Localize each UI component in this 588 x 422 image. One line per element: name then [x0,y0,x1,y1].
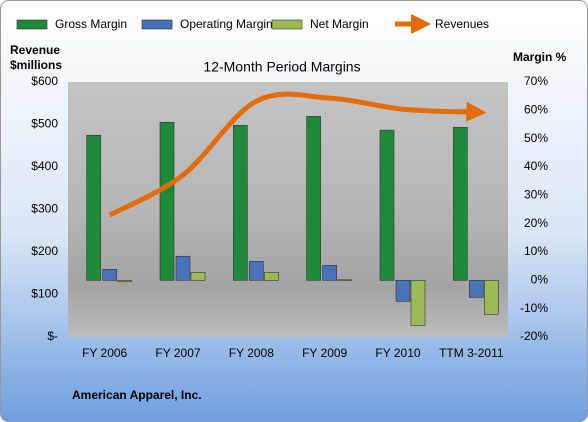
bar [102,268,117,281]
y-tick-label: $400 [31,159,58,173]
y2-tick-label: 20% [524,216,548,230]
bar [117,280,132,283]
bar [379,129,395,281]
y2-tick-label: 60% [524,103,548,117]
y-tick-label: $200 [31,244,58,258]
y2-tick-label: -10% [520,301,548,315]
y2-tick-label: 10% [524,244,548,258]
legend-label: Gross Margin [55,17,127,31]
y-tick-label: $- [47,329,58,343]
y2-axis-title: Margin % [513,50,567,64]
y-tick-label: $600 [31,74,58,88]
y2-tick-label: -20% [520,329,548,343]
y-axis-title: $millions [10,58,62,72]
bar [86,134,101,281]
y-axis-title: Revenue [10,43,60,57]
y2-tick-label: 30% [524,188,548,202]
bar [159,121,175,281]
bar [249,261,264,281]
bar [175,255,191,281]
y-tick-label: $100 [31,287,58,301]
legend-label: Net Margin [310,17,369,31]
y2-tick-label: 50% [524,131,548,145]
legend-swatch [141,19,173,30]
legend-label: Revenues [435,17,489,31]
bar [233,125,248,281]
footer: American Apparel, Inc. [72,388,202,402]
bar [190,272,206,281]
plot-area [68,82,508,337]
x-tick-label: FY 2007 [155,346,200,360]
y2-tick-label: 70% [524,74,548,88]
bar [322,265,337,281]
y-tick-label: $500 [31,117,58,131]
x-tick-label: FY 2006 [82,346,127,360]
y2-tick-label: 40% [524,159,548,173]
legend-swatch [271,19,303,30]
x-tick-label: FY 2008 [229,346,274,360]
legend-swatch [16,19,48,30]
y2-tick-label: 0% [531,273,549,287]
bar [410,280,426,326]
line [108,91,487,218]
bar [264,272,279,281]
legend-label: Operating Margin [180,17,273,31]
x-tick-label: FY 2009 [302,346,347,360]
bar [484,280,499,315]
y-tick-label: $300 [31,202,58,216]
x-tick-label: TTM 3-2011 [439,346,504,360]
bar [337,279,352,282]
x-tick-label: FY 2010 [375,346,420,360]
bar [469,280,484,298]
bar [453,127,468,281]
chart-title: 12-Month Period Margins [203,59,360,75]
bar [395,280,411,302]
bar [306,115,321,281]
